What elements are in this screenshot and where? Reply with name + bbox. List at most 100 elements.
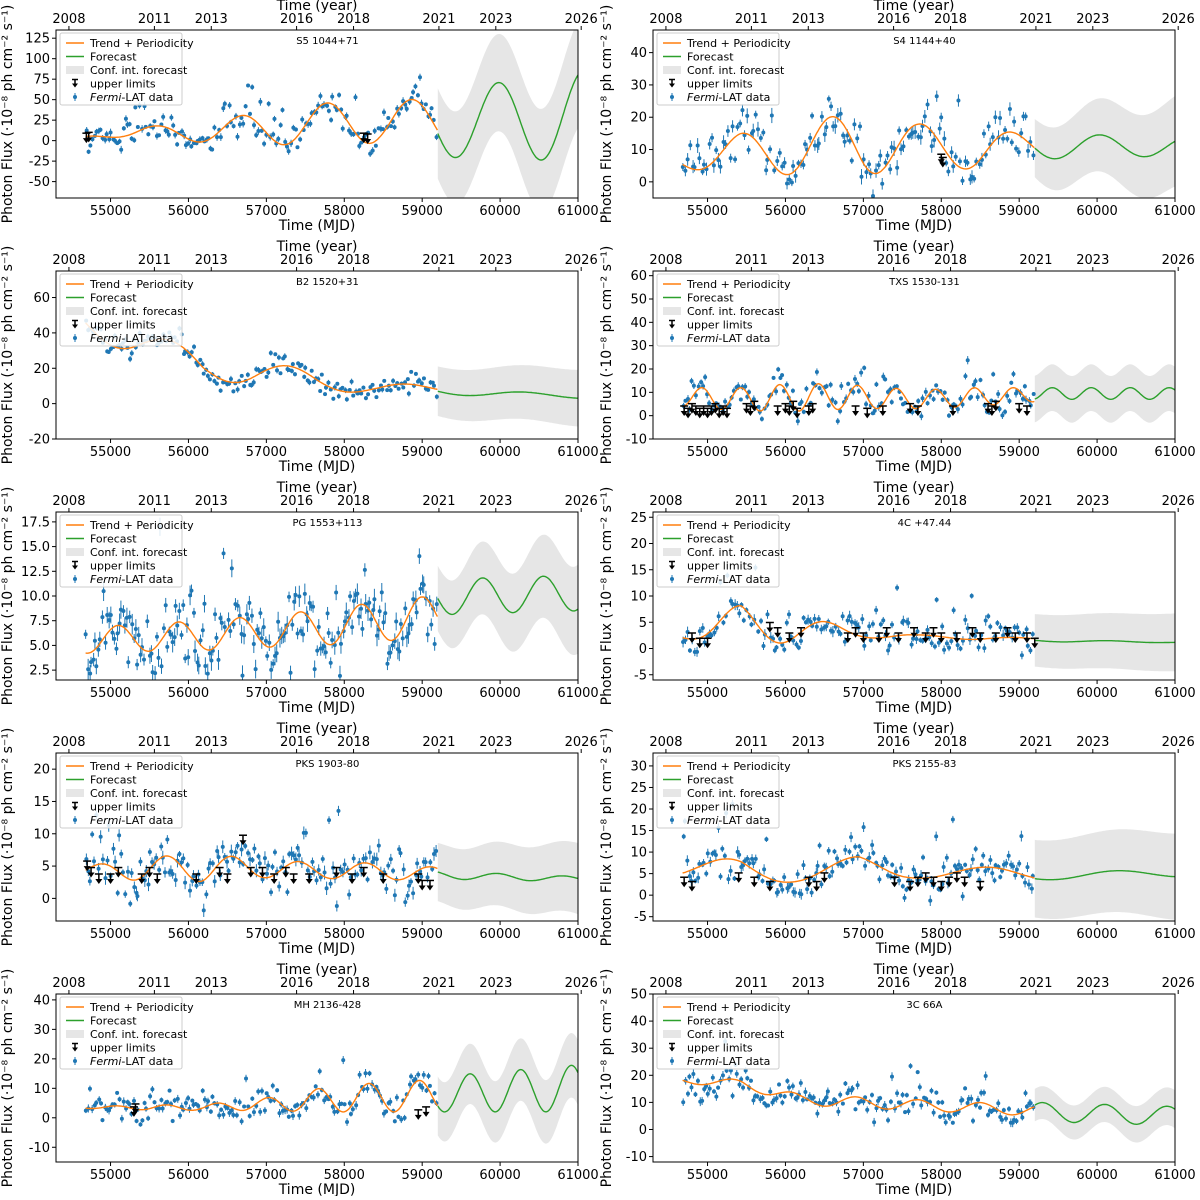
data-point [774, 1096, 779, 1101]
data-point [982, 646, 987, 651]
data-point [761, 643, 766, 648]
data-point [179, 633, 184, 638]
top-tick-label: 2018 [337, 735, 370, 750]
data-point [201, 371, 206, 376]
data-point [175, 1096, 180, 1101]
y-tick-label: 15 [630, 563, 647, 578]
data-point [760, 878, 765, 883]
data-point [181, 856, 186, 861]
top-tick-label: 2018 [934, 735, 967, 750]
data-point [169, 115, 174, 120]
data-point [134, 1118, 139, 1123]
data-point [724, 1068, 729, 1073]
x-tick-label: 60000 [1076, 1168, 1117, 1183]
data-point [689, 1085, 694, 1090]
data-point [423, 860, 428, 865]
data-point [281, 859, 286, 864]
top-tick-label: 2023 [1076, 976, 1109, 991]
data-point [413, 371, 418, 376]
data-point [347, 128, 352, 133]
data-point [89, 660, 94, 665]
data-point [685, 396, 690, 401]
x-tick-label: 55000 [90, 686, 131, 701]
y-tick-label: 30 [630, 78, 647, 93]
upper-limit-arrow [114, 872, 122, 878]
data-point [745, 856, 750, 861]
top-tick-label: 2008 [649, 12, 682, 27]
data-point [846, 381, 851, 386]
data-point [428, 860, 433, 865]
x-tick-label: 58000 [324, 1168, 365, 1183]
data-point [814, 624, 819, 629]
y-tick-label: 5 [639, 867, 647, 882]
data-point [861, 1099, 866, 1104]
x-axis-label: Time (MJD) [278, 700, 356, 716]
legend-conf-label: Conf. int. forecast [687, 787, 785, 800]
x-tick-label: 60000 [479, 204, 520, 219]
forecast-line [437, 74, 578, 161]
x-tick-label: 58000 [921, 204, 962, 219]
upper-limit-arrow [715, 413, 723, 419]
data-point [334, 903, 339, 908]
data-point [342, 1102, 347, 1107]
data-point [359, 606, 364, 611]
legend-upper-arrow [669, 806, 675, 811]
data-point [1016, 1109, 1021, 1114]
y-axis-label: Photon Flux (·10⁻⁸ ph cm⁻² s⁻¹) [599, 487, 615, 706]
data-point [391, 378, 396, 383]
data-point [963, 617, 968, 622]
upper-limit-arrow [1031, 643, 1039, 649]
data-point [900, 1092, 905, 1097]
data-point [384, 886, 389, 891]
data-point [852, 122, 857, 127]
upper-limit-arrow [797, 632, 805, 638]
upper-limit-arrow [914, 411, 922, 416]
data-point [840, 614, 845, 619]
legend-upper-label: upper limits [687, 1042, 753, 1055]
data-point [778, 636, 783, 641]
data-point [940, 397, 945, 402]
data-point [374, 857, 379, 862]
data-point [808, 135, 813, 140]
data-point [295, 845, 300, 850]
data-point [344, 397, 349, 402]
data-point [923, 389, 928, 394]
data-point [728, 868, 733, 873]
legend-forecast-label: Forecast [90, 1015, 137, 1028]
legend-upper-label: upper limits [687, 560, 753, 573]
data-point [303, 830, 308, 835]
x-tick-label: 60000 [1076, 445, 1117, 460]
data-point [179, 129, 184, 134]
data-point [177, 608, 182, 613]
data-point [106, 349, 111, 354]
data-point [259, 128, 264, 133]
x-axis-label: Time (MJD) [875, 941, 953, 957]
top-tick-label: 2008 [649, 494, 682, 509]
legend-upper-arrow [669, 83, 675, 88]
data-point [845, 618, 850, 623]
y-tick-label: 20 [33, 763, 50, 778]
data-point [307, 380, 312, 385]
data-point [231, 389, 236, 394]
data-point [877, 877, 882, 882]
data-point [942, 1113, 947, 1118]
data-point [138, 859, 143, 864]
data-point [894, 869, 899, 874]
upper-limit-arrow [746, 411, 754, 416]
data-point [943, 1120, 948, 1125]
legend-conf-label: Conf. int. forecast [687, 64, 785, 77]
upper-limit-arrow [968, 632, 976, 638]
data-point [392, 893, 397, 898]
y-tick-label: -5 [634, 668, 647, 683]
data-point [960, 1097, 965, 1102]
data-point [687, 1074, 692, 1079]
data-point [419, 874, 424, 879]
legend-conf-swatch [663, 66, 681, 74]
data-point [121, 609, 126, 614]
data-point [86, 667, 91, 672]
legend-data-marker [73, 818, 77, 822]
data-point [1014, 146, 1019, 151]
data-point [153, 671, 158, 676]
data-point [842, 639, 847, 644]
data-point [1019, 653, 1024, 658]
